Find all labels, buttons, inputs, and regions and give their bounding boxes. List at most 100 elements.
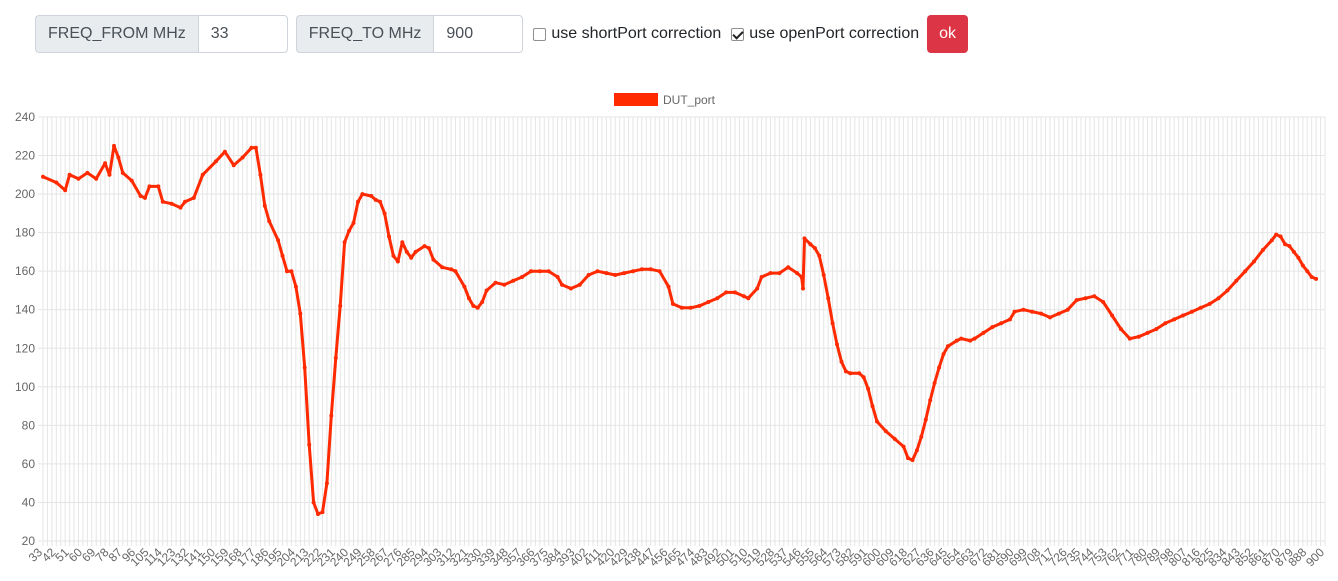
data-point[interactable]	[103, 161, 108, 166]
data-point[interactable]	[812, 246, 817, 251]
data-point[interactable]	[1163, 321, 1168, 326]
data-point[interactable]	[1305, 269, 1310, 274]
data-point[interactable]	[440, 265, 445, 270]
data-point[interactable]	[373, 197, 378, 202]
data-point[interactable]	[746, 296, 751, 301]
data-point[interactable]	[1243, 269, 1248, 274]
data-point[interactable]	[369, 194, 374, 198]
data-point[interactable]	[1012, 309, 1017, 314]
data-point[interactable]	[1287, 244, 1292, 249]
data-point[interactable]	[835, 342, 839, 347]
data-point[interactable]	[249, 145, 254, 150]
data-point[interactable]	[1065, 307, 1070, 312]
data-point[interactable]	[138, 194, 143, 198]
data-point[interactable]	[1216, 296, 1221, 301]
data-point[interactable]	[160, 199, 165, 204]
data-point[interactable]	[906, 456, 910, 461]
data-point[interactable]	[41, 174, 45, 179]
data-point[interactable]	[471, 303, 476, 308]
data-point[interactable]	[480, 300, 485, 304]
data-point[interactable]	[1225, 288, 1230, 293]
data-point[interactable]	[959, 336, 964, 341]
data-point[interactable]	[639, 267, 644, 272]
data-point[interactable]	[413, 249, 418, 254]
data-point[interactable]	[324, 481, 329, 486]
data-point[interactable]	[320, 510, 325, 515]
data-point[interactable]	[214, 159, 218, 164]
data-point[interactable]	[808, 242, 813, 247]
data-point[interactable]	[1181, 313, 1185, 318]
open-port-option[interactable]: use openPort correction	[731, 25, 919, 43]
data-point[interactable]	[76, 176, 81, 181]
data-point[interactable]	[928, 398, 933, 403]
data-point[interactable]	[382, 211, 387, 216]
data-point[interactable]	[466, 296, 471, 301]
data-point[interactable]	[475, 305, 480, 310]
data-point[interactable]	[1083, 296, 1088, 301]
legend-swatch[interactable]	[614, 93, 658, 106]
data-point[interactable]	[688, 305, 693, 310]
data-point[interactable]	[857, 371, 862, 376]
data-point[interactable]	[901, 444, 906, 449]
data-point[interactable]	[511, 278, 516, 283]
freq-from-input[interactable]	[197, 15, 288, 53]
data-point[interactable]	[285, 269, 289, 274]
data-point[interactable]	[914, 448, 919, 453]
data-point[interactable]	[923, 417, 928, 422]
data-point[interactable]	[795, 271, 800, 276]
data-point[interactable]	[289, 269, 294, 274]
data-point[interactable]	[981, 330, 986, 335]
data-point[interactable]	[1145, 330, 1150, 335]
data-point[interactable]	[937, 365, 942, 370]
ok-button[interactable]: ok	[927, 15, 969, 53]
data-point[interactable]	[1296, 255, 1301, 260]
data-point[interactable]	[311, 500, 316, 505]
data-point[interactable]	[1278, 234, 1283, 239]
data-point[interactable]	[333, 355, 338, 360]
data-point[interactable]	[356, 199, 360, 204]
data-point[interactable]	[395, 259, 400, 264]
data-point[interactable]	[1118, 327, 1123, 331]
data-point[interactable]	[945, 344, 950, 349]
data-point[interactable]	[670, 301, 675, 306]
data-point[interactable]	[883, 429, 888, 434]
data-point[interactable]	[679, 305, 684, 310]
data-point[interactable]	[801, 286, 805, 291]
data-point[interactable]	[1030, 309, 1035, 314]
data-point[interactable]	[253, 145, 258, 150]
data-point[interactable]	[191, 195, 196, 200]
data-point[interactable]	[1101, 300, 1106, 304]
data-point[interactable]	[839, 359, 844, 364]
data-point[interactable]	[387, 234, 391, 239]
short-port-option[interactable]: use shortPort correction	[533, 25, 721, 43]
data-point[interactable]	[622, 271, 627, 276]
data-point[interactable]	[426, 246, 431, 251]
data-point[interactable]	[409, 255, 414, 260]
data-point[interactable]	[568, 286, 573, 291]
data-point[interactable]	[799, 275, 804, 279]
data-point[interactable]	[817, 253, 822, 258]
data-point[interactable]	[604, 271, 609, 276]
data-point[interactable]	[666, 284, 671, 289]
data-point[interactable]	[786, 265, 791, 270]
data-point[interactable]	[741, 294, 746, 299]
data-point[interactable]	[1056, 311, 1061, 316]
data-point[interactable]	[892, 436, 897, 441]
data-point[interactable]	[431, 257, 436, 262]
data-point[interactable]	[875, 419, 879, 424]
data-point[interactable]	[280, 253, 285, 258]
data-point[interactable]	[1136, 334, 1141, 339]
data-point[interactable]	[657, 269, 662, 274]
data-point[interactable]	[156, 184, 161, 189]
data-point[interactable]	[577, 282, 582, 287]
data-point[interactable]	[1110, 313, 1115, 318]
data-point[interactable]	[1309, 275, 1314, 279]
data-point[interactable]	[462, 284, 467, 289]
data-point[interactable]	[941, 352, 946, 357]
data-point[interactable]	[777, 271, 782, 276]
data-point[interactable]	[910, 458, 915, 463]
data-point[interactable]	[1189, 309, 1194, 314]
data-point[interactable]	[529, 269, 533, 274]
data-point[interactable]	[85, 170, 90, 175]
data-point[interactable]	[147, 184, 152, 189]
